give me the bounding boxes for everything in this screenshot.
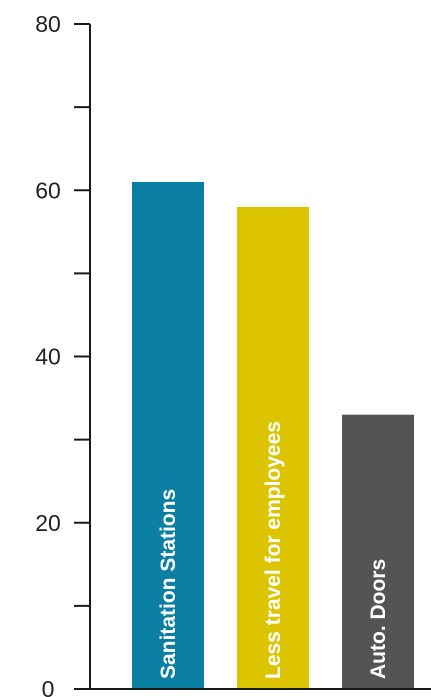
y-axis: 0 20 40 60 80 [35,11,91,697]
bar [237,206,309,689]
y-tick-label: 20 [35,510,61,536]
y-tick-label: 40 [35,344,61,370]
bar [132,181,204,689]
y-tick-label: 0 [42,676,55,697]
bar-label: Less travel for employees [262,421,285,679]
y-tick-label: 80 [35,11,61,37]
bar-label: Sanitation Stations [157,489,180,679]
bar-label: Auto. Doors [367,559,390,679]
y-tick-label: 60 [35,177,61,203]
bar [342,414,414,689]
bars: Sanitation Stations Less travel for emplo… [132,181,414,689]
